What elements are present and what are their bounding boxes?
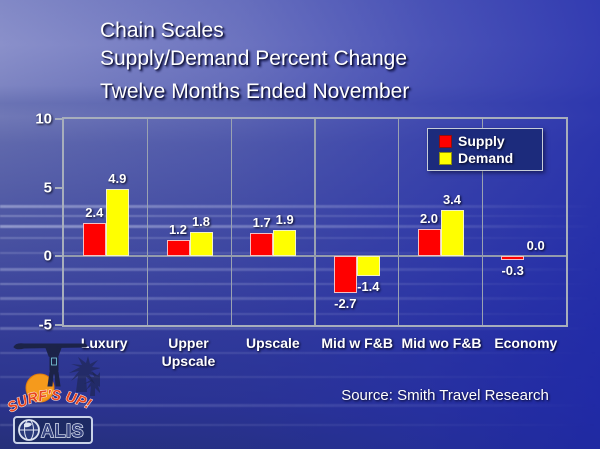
y-axis-tick-label: -5 bbox=[38, 316, 52, 334]
category-separator-gridline bbox=[230, 119, 233, 325]
y-axis-tick-label: 10 bbox=[35, 110, 52, 128]
bar-supply-mid-w-f-b bbox=[333, 256, 357, 294]
legend-swatch-supply bbox=[439, 134, 452, 148]
bar-supply-economy bbox=[501, 256, 525, 261]
legend-swatch-demand bbox=[439, 151, 452, 165]
value-label: 1.7 bbox=[252, 214, 271, 230]
plot-area: 10 5 0 -5 2.4 4.9 1.2 1.8 1.7 1.9 -2.7 -1.4 2.0 3.4 -0… bbox=[35, 111, 568, 334]
category-label-luxury: Luxury bbox=[80, 335, 128, 351]
bar-supply-mid-wo-f-b bbox=[417, 228, 441, 257]
category-separator-gridline bbox=[314, 119, 316, 325]
bar-demand-upper-upscale bbox=[189, 231, 213, 257]
legend-label-demand: Demand bbox=[458, 150, 514, 166]
bar-demand-mid-wo-f-b bbox=[440, 209, 464, 257]
value-label: -2.7 bbox=[334, 296, 357, 312]
title-line-1: Chain Scales bbox=[100, 19, 224, 42]
y-axis-tick-mark bbox=[55, 186, 62, 189]
category-label-mid-wo-f-b: Mid wo F&B bbox=[401, 335, 482, 351]
logo-brand: ALIS bbox=[41, 421, 84, 441]
y-axis-tick-label: 0 bbox=[43, 247, 52, 265]
bar-demand-upscale bbox=[273, 230, 297, 257]
bar-supply-luxury bbox=[82, 223, 106, 257]
alis-badge: ALIS bbox=[13, 416, 93, 444]
value-label: 1.2 bbox=[168, 221, 188, 237]
zero-axis-line bbox=[64, 255, 566, 258]
legend-label-supply: Supply bbox=[458, 133, 505, 149]
bar-supply-upper-upscale bbox=[166, 239, 190, 257]
legend-item-supply: Supply bbox=[439, 133, 542, 149]
value-label: 0.0 bbox=[526, 238, 545, 254]
title-line-2: Supply/Demand Percent Change bbox=[100, 47, 408, 70]
globe-icon bbox=[18, 419, 40, 441]
value-label: 4.9 bbox=[108, 171, 127, 187]
category-separator-gridline bbox=[397, 119, 400, 325]
legend-item-demand: Demand bbox=[439, 150, 542, 166]
category-separator-gridline bbox=[146, 119, 149, 325]
value-label: -0.3 bbox=[501, 263, 524, 279]
source-text: Source: Smith Travel Research bbox=[341, 387, 549, 404]
category-label-mid-w-f-b: Mid w F&B bbox=[321, 335, 393, 351]
logo-tagline: SURF'S UP! bbox=[6, 388, 94, 416]
chart-title: Chain Scales Supply/Demand Percent Chang… bbox=[100, 17, 409, 106]
value-label: 1.9 bbox=[275, 212, 294, 228]
y-axis-tick-mark bbox=[55, 324, 62, 326]
value-label: 2.0 bbox=[419, 210, 439, 226]
palm-trees-icon bbox=[69, 356, 100, 396]
category-label-upper-upscale: Upper Upscale bbox=[161, 335, 216, 370]
title-line-3: Twelve Months Ended November bbox=[100, 80, 410, 103]
wave-highlight bbox=[0, 327, 600, 330]
value-label: 1.8 bbox=[191, 213, 211, 229]
value-label: 3.4 bbox=[442, 191, 462, 207]
surfer-icon bbox=[13, 343, 88, 387]
legend: Supply Demand bbox=[427, 128, 543, 171]
category-label-upscale: Upscale bbox=[245, 335, 300, 351]
bar-demand-mid-w-f-b bbox=[356, 256, 380, 276]
bar-demand-luxury bbox=[105, 189, 129, 257]
y-axis-tick-mark bbox=[55, 255, 62, 258]
category-separator-gridline bbox=[481, 119, 484, 325]
y-axis-tick-label: 5 bbox=[43, 179, 52, 197]
value-label: 2.4 bbox=[85, 205, 104, 221]
sun-icon bbox=[25, 373, 55, 403]
category-label-economy: Economy bbox=[494, 335, 558, 351]
surfs-up-alis-logo: SURF'S UP! ALIS bbox=[6, 343, 100, 444]
bar-supply-upscale bbox=[250, 232, 274, 257]
value-label: -1.4 bbox=[357, 278, 380, 294]
y-axis-tick-mark bbox=[55, 118, 62, 120]
